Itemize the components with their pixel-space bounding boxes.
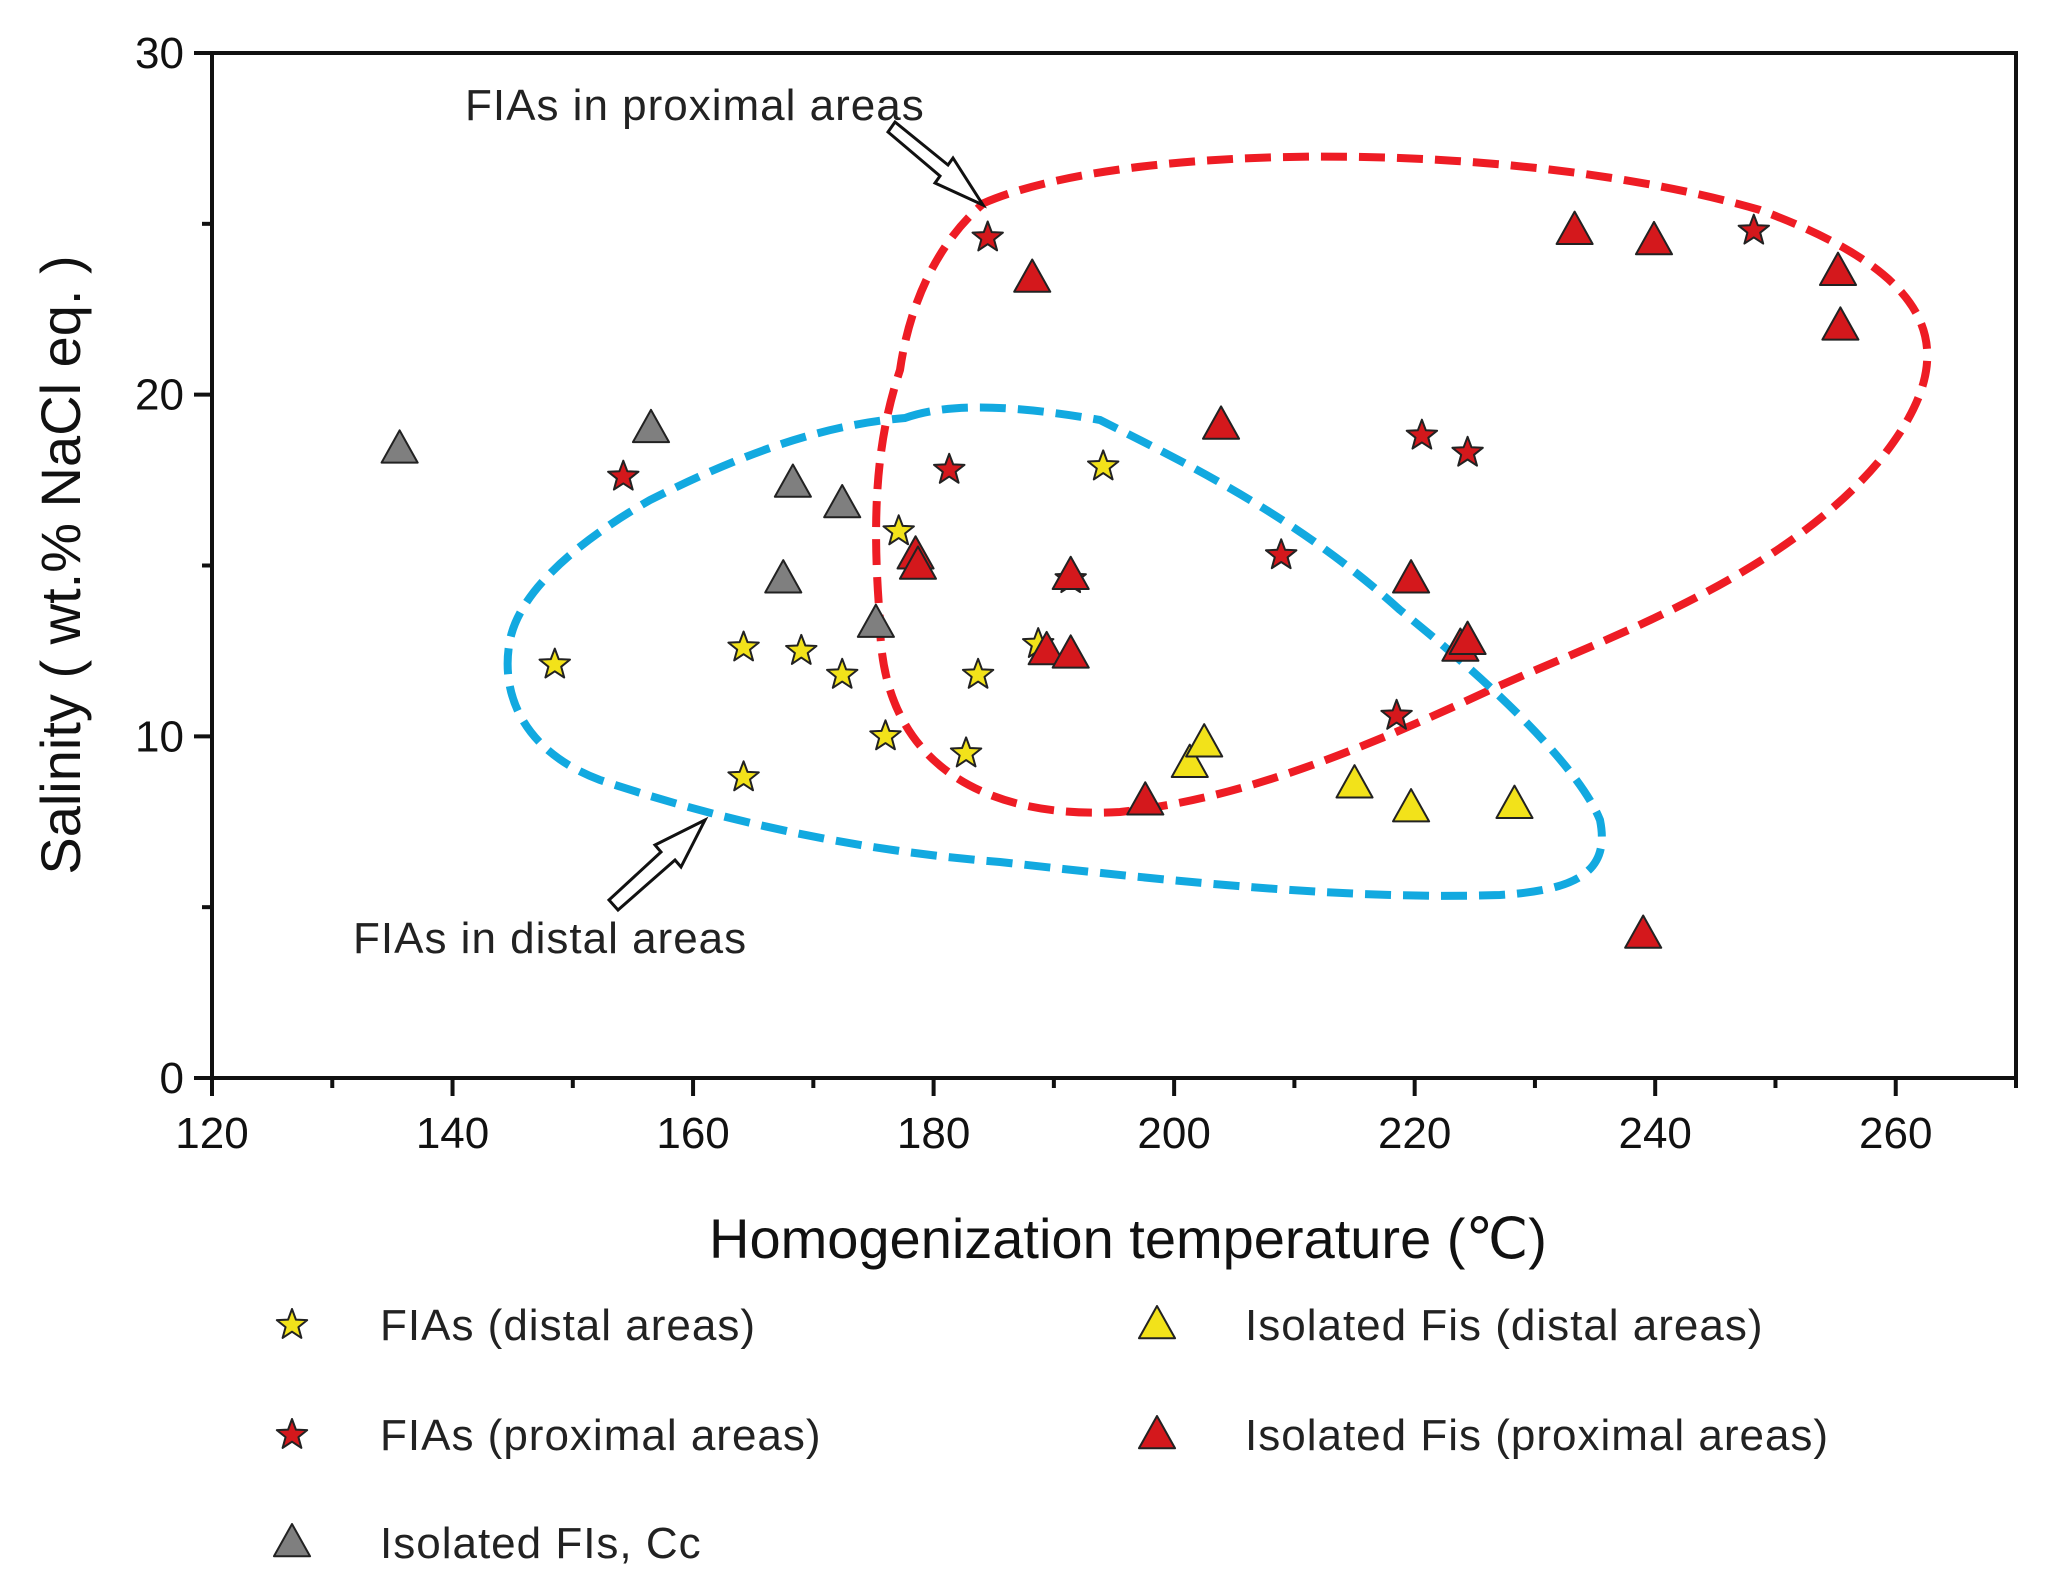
legend-marker-fias-proximal xyxy=(275,1418,309,1449)
legend-marker-shape xyxy=(272,1523,312,1558)
point-isolated-fis-proximal-areas xyxy=(1201,405,1241,440)
point-isolated-fis-proximal-areas xyxy=(898,545,938,580)
point-isolated-fis-proximal-areas xyxy=(1448,620,1487,655)
legend-label-isolated-fis-distal: Isolated Fis (distal areas) xyxy=(1245,1301,1764,1350)
x-tick-label: 200 xyxy=(1137,1109,1210,1158)
point-fias-distal-areas xyxy=(785,633,818,665)
annotation-proximal: FIAs in proximal areas xyxy=(465,81,925,130)
point-fias-distal-areas xyxy=(727,630,760,662)
point-isolated-fis-proximal-areas xyxy=(1555,210,1594,245)
distal-arrow-icon xyxy=(606,816,709,913)
point-fias-distal-areas xyxy=(826,657,859,689)
point-isolated-fis-cc xyxy=(856,603,895,638)
annotation-distal: FIAs in distal areas xyxy=(353,914,747,963)
x-tick-label: 140 xyxy=(416,1109,489,1158)
point-isolated-fis-cc xyxy=(823,484,862,519)
y-tick-label: 30 xyxy=(135,29,184,78)
legend: FIAs (distal areas) FIAs (proximal areas… xyxy=(272,1301,1829,1568)
point-fias-proximal-areas xyxy=(971,220,1004,252)
y-tick-label: 10 xyxy=(135,712,184,761)
point-isolated-fis-proximal-areas xyxy=(1051,555,1090,591)
legend-label-isolated-fis-proximal: Isolated Fis (proximal areas) xyxy=(1245,1411,1829,1460)
point-isolated-fis-distal-areas xyxy=(1392,788,1431,823)
legend-marker-fias-distal xyxy=(275,1308,309,1339)
legend-marker-shape xyxy=(1137,1305,1177,1340)
point-fias-distal-areas xyxy=(949,736,983,768)
point-isolated-fis-cc xyxy=(764,559,803,594)
legend-label-fias-distal: FIAs (distal areas) xyxy=(380,1301,756,1350)
legend-marker-shape xyxy=(1137,1415,1177,1450)
point-isolated-fis-cc xyxy=(380,429,419,464)
x-tick-label: 120 xyxy=(175,1109,248,1158)
x-tick-label: 240 xyxy=(1618,1109,1691,1158)
point-isolated-fis-cc xyxy=(631,408,671,444)
y-tick-label: 20 xyxy=(135,371,184,420)
point-fias-distal-areas xyxy=(1087,449,1120,481)
point-isolated-fis-proximal-areas xyxy=(1392,559,1431,594)
point-isolated-fis-cc xyxy=(773,463,812,498)
x-tick-label: 220 xyxy=(1378,1109,1451,1158)
point-fias-distal-areas xyxy=(882,514,915,546)
point-isolated-fis-proximal-areas xyxy=(1126,781,1165,816)
legend-marker-isolated-fis-proximal xyxy=(1137,1415,1177,1450)
legend-marker-shape xyxy=(275,1308,309,1339)
point-isolated-fis-proximal-areas xyxy=(1818,251,1858,286)
x-tick-label: 160 xyxy=(656,1109,729,1158)
point-isolated-fis-distal-areas xyxy=(1335,764,1374,799)
point-fias-distal-areas xyxy=(727,760,760,792)
point-fias-distal-areas xyxy=(538,647,571,679)
x-tick-label: 260 xyxy=(1859,1109,1932,1158)
point-isolated-fis-proximal-areas xyxy=(1821,306,1860,341)
data-points xyxy=(380,210,1860,949)
legend-marker-isolated-fis-distal xyxy=(1137,1305,1177,1340)
x-tick-label: 180 xyxy=(897,1109,970,1158)
y-tick-label: 0 xyxy=(160,1054,184,1103)
point-isolated-fis-distal-areas xyxy=(1185,723,1224,758)
point-isolated-fis-proximal-areas xyxy=(1027,630,1066,666)
point-fias-distal-areas xyxy=(869,719,902,751)
point-isolated-fis-proximal-areas xyxy=(1624,914,1663,949)
point-fias-proximal-areas xyxy=(1380,698,1413,730)
distal-envelope xyxy=(503,403,1606,900)
x-axis-title: Homogenization temperature (℃) xyxy=(709,1207,1547,1270)
point-fias-proximal-areas xyxy=(607,459,640,491)
legend-marker-isolated-fis-cc xyxy=(272,1523,312,1558)
axis-ticks xyxy=(194,51,2018,1096)
proximal-envelope xyxy=(872,152,1932,817)
legend-marker-shape xyxy=(275,1418,309,1449)
point-isolated-fis-proximal-areas xyxy=(1013,258,1052,293)
x-tick-labels: 120 140 160 180 200 220 240 260 xyxy=(175,1109,1932,1158)
y-axis-title: Salinity ( wt.% NaCl eq. ) xyxy=(29,255,92,874)
point-fias-proximal-areas xyxy=(1737,213,1770,245)
legend-label-isolated-fis-cc: Isolated FIs, Cc xyxy=(380,1519,702,1568)
proximal-arrow-icon xyxy=(885,119,988,209)
point-isolated-fis-distal-areas xyxy=(1495,784,1534,819)
point-isolated-fis-distal-areas xyxy=(1170,743,1209,778)
point-fias-proximal-areas xyxy=(1451,435,1484,467)
legend-label-fias-proximal: FIAs (proximal areas) xyxy=(380,1411,822,1460)
point-fias-proximal-areas xyxy=(1265,538,1298,570)
point-fias-distal-areas xyxy=(961,657,995,689)
point-fias-proximal-areas xyxy=(1405,418,1439,450)
point-fias-proximal-areas xyxy=(933,452,966,484)
y-tick-labels: 0 10 20 30 xyxy=(135,29,184,1103)
point-isolated-fis-proximal-areas xyxy=(1634,220,1674,256)
point-isolated-fis-proximal-areas xyxy=(1051,634,1090,669)
